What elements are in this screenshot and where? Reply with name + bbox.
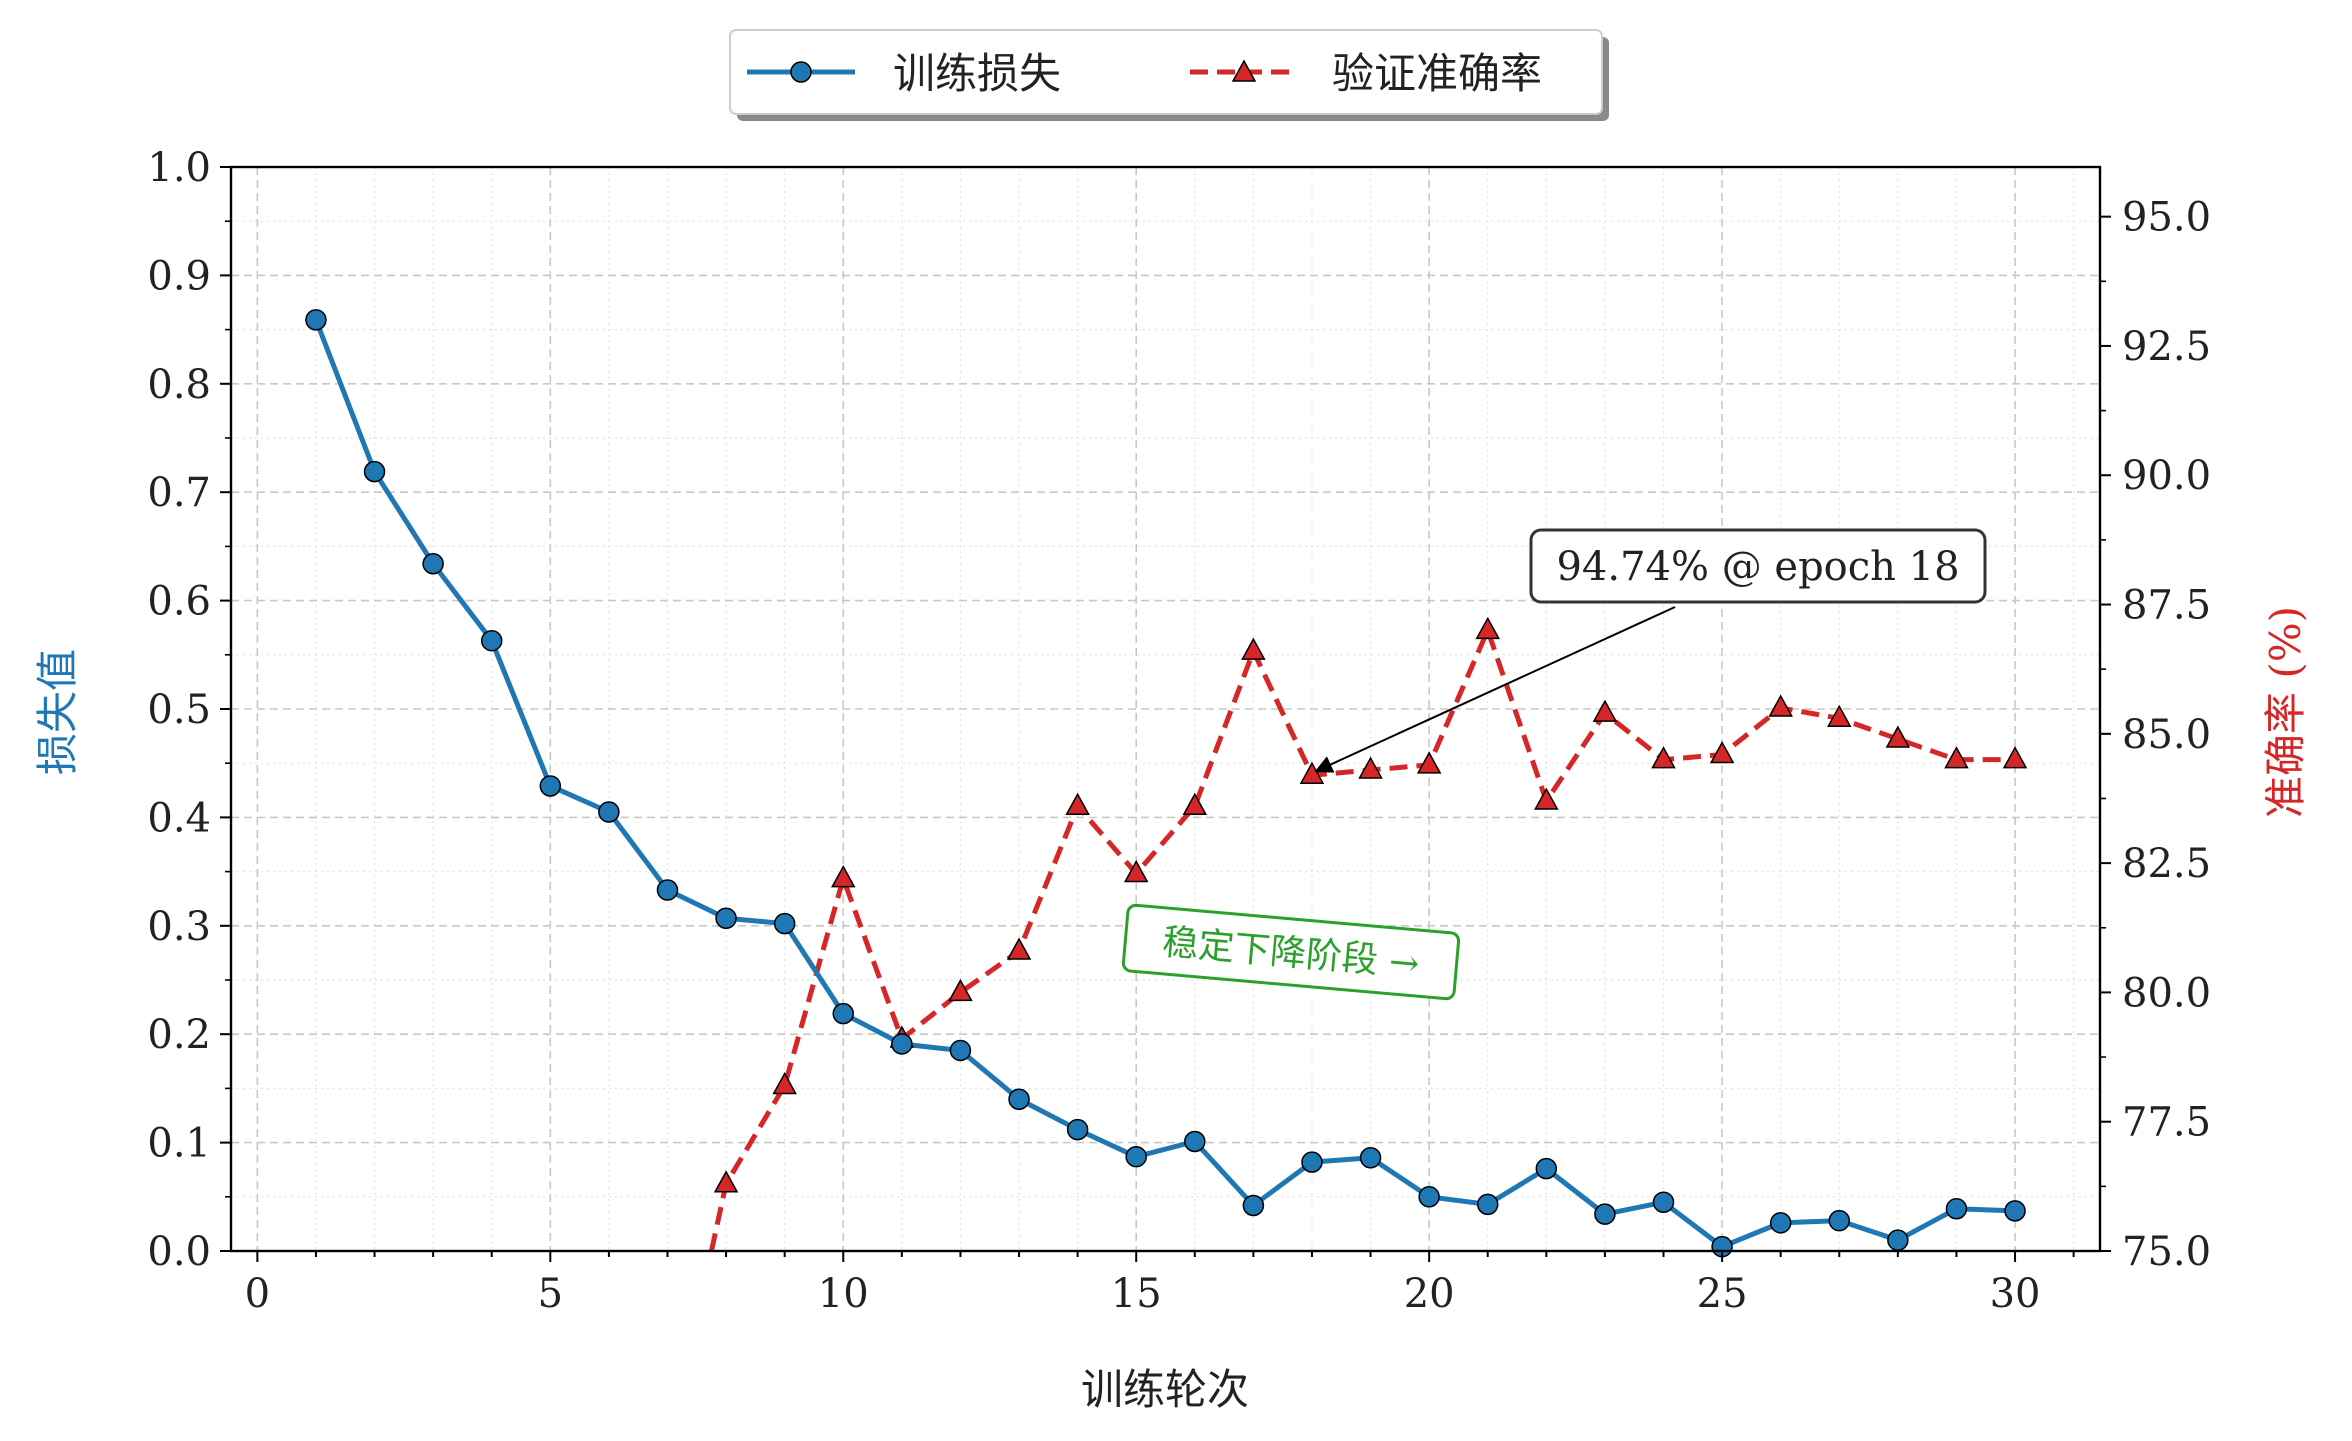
accuracy-point	[1182, 792, 1208, 815]
y-right-tick-label: 77.5	[2122, 1100, 2211, 1146]
accuracy-point	[1944, 746, 1969, 769]
loss-point	[1769, 1212, 1792, 1234]
y-right-tick-label: 90.0	[2122, 453, 2211, 499]
y-right-tick-label: 85.0	[2122, 712, 2211, 758]
loss-point	[363, 460, 386, 483]
loss-point	[1008, 1088, 1030, 1110]
x-tick-label: 15	[1111, 1271, 1162, 1317]
y-left-tick-label: 0.1	[147, 1121, 211, 1167]
accuracy-point	[1709, 740, 1735, 764]
accuracy-point	[1358, 756, 1383, 779]
legend-box	[729, 29, 1603, 115]
loss-point	[422, 552, 444, 575]
y-left-tick-label: 0.2	[147, 1012, 211, 1058]
legend-acc-marker	[1231, 59, 1257, 82]
y-right-tick-label: 92.5	[2122, 324, 2211, 370]
y-left-tick-label: 0.3	[147, 904, 211, 950]
y-right-tick-label: 82.5	[2122, 841, 2211, 887]
x-tick-label: 30	[1990, 1271, 2041, 1317]
loss-point	[1887, 1229, 1909, 1251]
loss-point	[832, 1002, 855, 1025]
accuracy-point	[1768, 694, 1793, 717]
stable-phase-annotation: 稳定下降阶段 →	[1121, 903, 1461, 1001]
accuracy-point	[1534, 787, 1559, 810]
y-left-tick-label: 1.0	[147, 145, 211, 191]
loss-point	[2004, 1200, 2026, 1222]
loss-point	[891, 1033, 913, 1055]
accuracy-point	[1475, 616, 1501, 640]
accuracy-point	[948, 978, 973, 1002]
y-left-tick-label: 0.0	[147, 1229, 211, 1275]
legend: 训练损失 验证准确率	[729, 29, 1609, 121]
annotation-arrow	[1314, 606, 1676, 773]
accuracy-point	[1123, 859, 1149, 883]
accuracy-point	[1299, 761, 1325, 784]
loss-point	[949, 1039, 972, 1062]
annotation-text: 94.74% @ epoch 18	[1556, 544, 1959, 590]
loss-point	[715, 907, 737, 929]
peak-annotation: 94.74% @ epoch 18	[1314, 528, 1987, 773]
loss-point	[656, 879, 679, 901]
loss-point	[1184, 1130, 1206, 1153]
y-left-tick-label: 0.9	[147, 253, 211, 299]
x-tick-label: 5	[538, 1271, 563, 1317]
accuracy-point	[1885, 725, 1911, 748]
loss-point	[1125, 1145, 1147, 1168]
accuracy-point	[1416, 751, 1442, 774]
y-axis-label-right: 准确率 (%)	[2261, 606, 2310, 818]
loss-point	[1066, 1118, 1089, 1141]
accuracy-point	[1241, 637, 1266, 660]
loss-point	[1418, 1186, 1440, 1208]
loss-point	[1828, 1209, 1851, 1232]
x-tick-label: 20	[1404, 1271, 1455, 1317]
accuracy-point	[1592, 699, 1618, 722]
x-tick-label: 0	[245, 1271, 270, 1317]
loss-point	[539, 775, 562, 797]
accuracy-point	[772, 1071, 797, 1095]
loss-point	[598, 801, 620, 823]
y-axis-label-left: 损失值	[33, 649, 82, 775]
legend-acc-label: 验证准确率	[1332, 49, 1542, 98]
stable-phase-box	[1121, 903, 1461, 1001]
y-right-tick-label: 80.0	[2122, 970, 2211, 1016]
loss-point	[480, 629, 503, 652]
y-left-tick-label: 0.7	[147, 470, 211, 516]
accuracy-line	[708, 627, 2016, 1252]
legend-loss-label: 训练损失	[893, 49, 1061, 98]
y-left-tick-label: 0.4	[147, 795, 211, 841]
loss-point	[1535, 1157, 1558, 1180]
loss-point	[1652, 1191, 1675, 1213]
loss-point	[1301, 1151, 1323, 1173]
accuracy-point	[1827, 704, 1852, 728]
accuracy-point	[2002, 746, 2028, 769]
loss-point	[1476, 1193, 1499, 1216]
y-left-tick-label: 0.6	[147, 579, 211, 625]
loss-point	[773, 912, 796, 935]
y-left-tick-label: 0.5	[147, 687, 211, 733]
y-left-tick-label: 0.8	[147, 362, 211, 408]
series-layer	[305, 309, 2028, 1258]
loss-point	[305, 309, 327, 331]
loss-point	[1242, 1194, 1265, 1217]
loss-point	[1359, 1147, 1382, 1169]
legend-loss-marker	[790, 61, 812, 83]
y-right-tick-label: 87.5	[2122, 583, 2211, 629]
accuracy-point	[713, 1170, 739, 1193]
y-right-tick-label: 95.0	[2122, 195, 2211, 241]
annotation-box	[1529, 528, 1987, 604]
loss-point	[1594, 1203, 1616, 1225]
accuracy-point	[1006, 937, 1032, 960]
accuracy-point	[1065, 792, 1090, 815]
y-right-tick-label: 75.0	[2122, 1229, 2211, 1275]
loss-point	[1945, 1197, 1968, 1220]
x-tick-label: 10	[818, 1271, 869, 1317]
x-tick-label: 25	[1697, 1271, 1748, 1317]
accuracy-point	[830, 865, 856, 888]
x-axis-label: 训练轮次	[1081, 1365, 1249, 1414]
ticks: 0 5 10 15 20 25 30 0.0 0.1 0.2 0.3 0.4 0.5 0.6 0.7 0.8 0…	[147, 145, 2211, 1317]
accuracy-point	[1651, 746, 1676, 769]
